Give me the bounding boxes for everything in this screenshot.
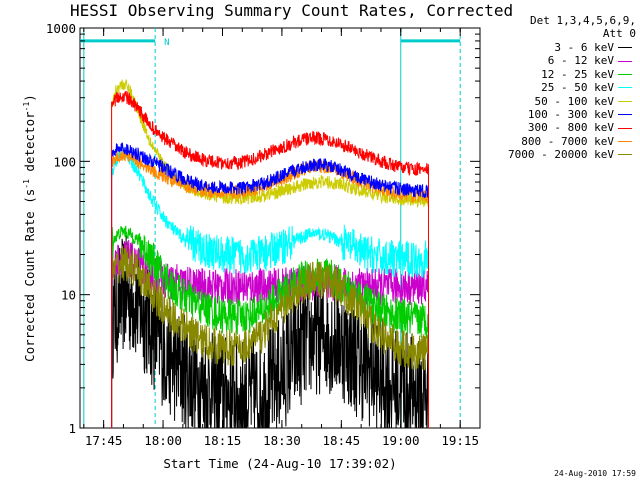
timestamp: 24-Aug-2010 17:59 xyxy=(554,469,636,478)
x-tick-label: 18:45 xyxy=(323,433,361,448)
legend-swatch xyxy=(618,114,632,116)
series-line-2 xyxy=(111,225,429,428)
x-axis-label: Start Time (24-Aug-10 17:39:02) xyxy=(163,456,396,471)
legend-entry: 25 - 50 keV xyxy=(508,81,632,94)
legend-label: 25 - 50 keV xyxy=(541,81,614,95)
tick-layer: 17:45 18:00 18:15 18:30 18:45 19:00 19:15 1 10 10… xyxy=(46,21,481,448)
legend-swatch xyxy=(618,127,632,129)
chart-title: HESSI Observing Summary Count Rates, Cor… xyxy=(70,1,514,20)
legend-entry: 100 - 300 keV xyxy=(508,108,632,121)
legend-entry: 300 - 800 keV xyxy=(508,121,632,134)
y-tick-label: 1 xyxy=(68,421,76,436)
legend-entry: 7000 - 20000 keV xyxy=(508,148,632,161)
series-line-7 xyxy=(111,149,429,428)
legend-label: 6 - 12 keV xyxy=(547,54,614,68)
flag-label: N xyxy=(164,38,169,48)
legend-swatch xyxy=(618,74,632,76)
legend-label: 3 - 6 keV xyxy=(554,41,614,54)
y-axis-label: Corrected Count Rate (s-1 detector-1) xyxy=(22,94,37,362)
y-label-part: Corrected Count Rate (s xyxy=(22,189,37,362)
legend-swatch xyxy=(618,47,632,49)
legend-swatch xyxy=(618,87,632,89)
y-label-sup: -1 xyxy=(22,179,31,189)
legend-label: 800 - 7000 keV xyxy=(521,134,614,148)
legend-header-line: Att 0 xyxy=(602,27,636,40)
y-label-part: detector xyxy=(22,111,37,179)
series-line-3 xyxy=(111,147,429,428)
legend-label: 7000 - 20000 keV xyxy=(508,148,614,162)
legend-label: 50 - 100 keV xyxy=(534,94,614,108)
y-label-part: ) xyxy=(22,94,37,102)
legend-entry: 50 - 100 keV xyxy=(508,95,632,108)
x-tick-label: 18:15 xyxy=(204,433,242,448)
legend-entry: 12 - 25 keV xyxy=(508,68,632,81)
legend-entry: 3 - 6 keV xyxy=(508,41,632,54)
x-tick-label: 19:15 xyxy=(441,433,479,448)
x-tick-label: 19:00 xyxy=(382,433,420,448)
y-tick-label: 100 xyxy=(53,154,76,169)
legend: 3 - 6 keV 6 - 12 keV 12 - 25 keV 25 - 50 ke… xyxy=(508,41,632,162)
legend-label: 300 - 800 keV xyxy=(527,121,614,135)
y-label-sup: -1 xyxy=(22,102,31,112)
legend-swatch xyxy=(618,154,632,156)
plot-frame xyxy=(79,27,481,429)
series-line-8 xyxy=(111,245,429,428)
legend-header: Det 1,3,4,5,6,9, Att 0 xyxy=(530,14,636,40)
x-tick-label: 18:00 xyxy=(144,433,182,448)
legend-swatch xyxy=(618,100,632,102)
series-line-6 xyxy=(111,90,429,428)
legend-swatch xyxy=(618,60,632,62)
legend-swatch xyxy=(618,141,632,143)
y-tick-label: 10 xyxy=(61,288,76,303)
legend-label: 12 - 25 keV xyxy=(541,67,614,81)
legend-entry: 800 - 7000 keV xyxy=(508,135,632,148)
legend-header-line: Det 1,3,4,5,6,9, xyxy=(530,14,636,27)
series-line-5 xyxy=(111,142,429,428)
x-tick-label: 17:45 xyxy=(85,433,123,448)
x-tick-label: 18:30 xyxy=(263,433,301,448)
legend-label: 100 - 300 keV xyxy=(527,108,614,122)
y-tick-label: 1000 xyxy=(46,21,76,36)
series-layer xyxy=(111,79,429,429)
legend-entry: 6 - 12 keV xyxy=(508,54,632,67)
